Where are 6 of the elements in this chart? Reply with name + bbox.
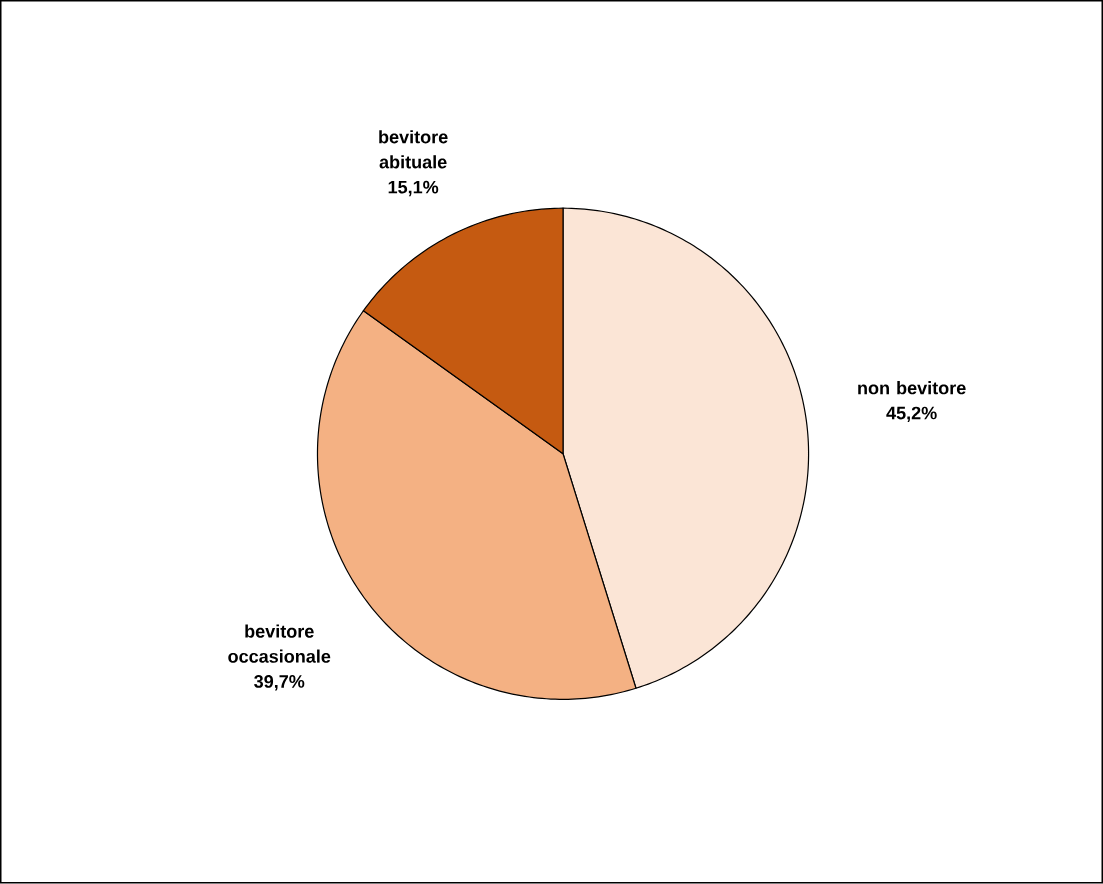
slice-label: bevitore occasionale [228, 624, 331, 664]
slice-label: non bevitore [858, 381, 966, 395]
data-label: 39,7% [254, 675, 305, 691]
data-label: 15,1% [388, 181, 439, 197]
data-label: 45,2% [886, 406, 937, 423]
slice-label: bevitore abituale [379, 130, 448, 169]
